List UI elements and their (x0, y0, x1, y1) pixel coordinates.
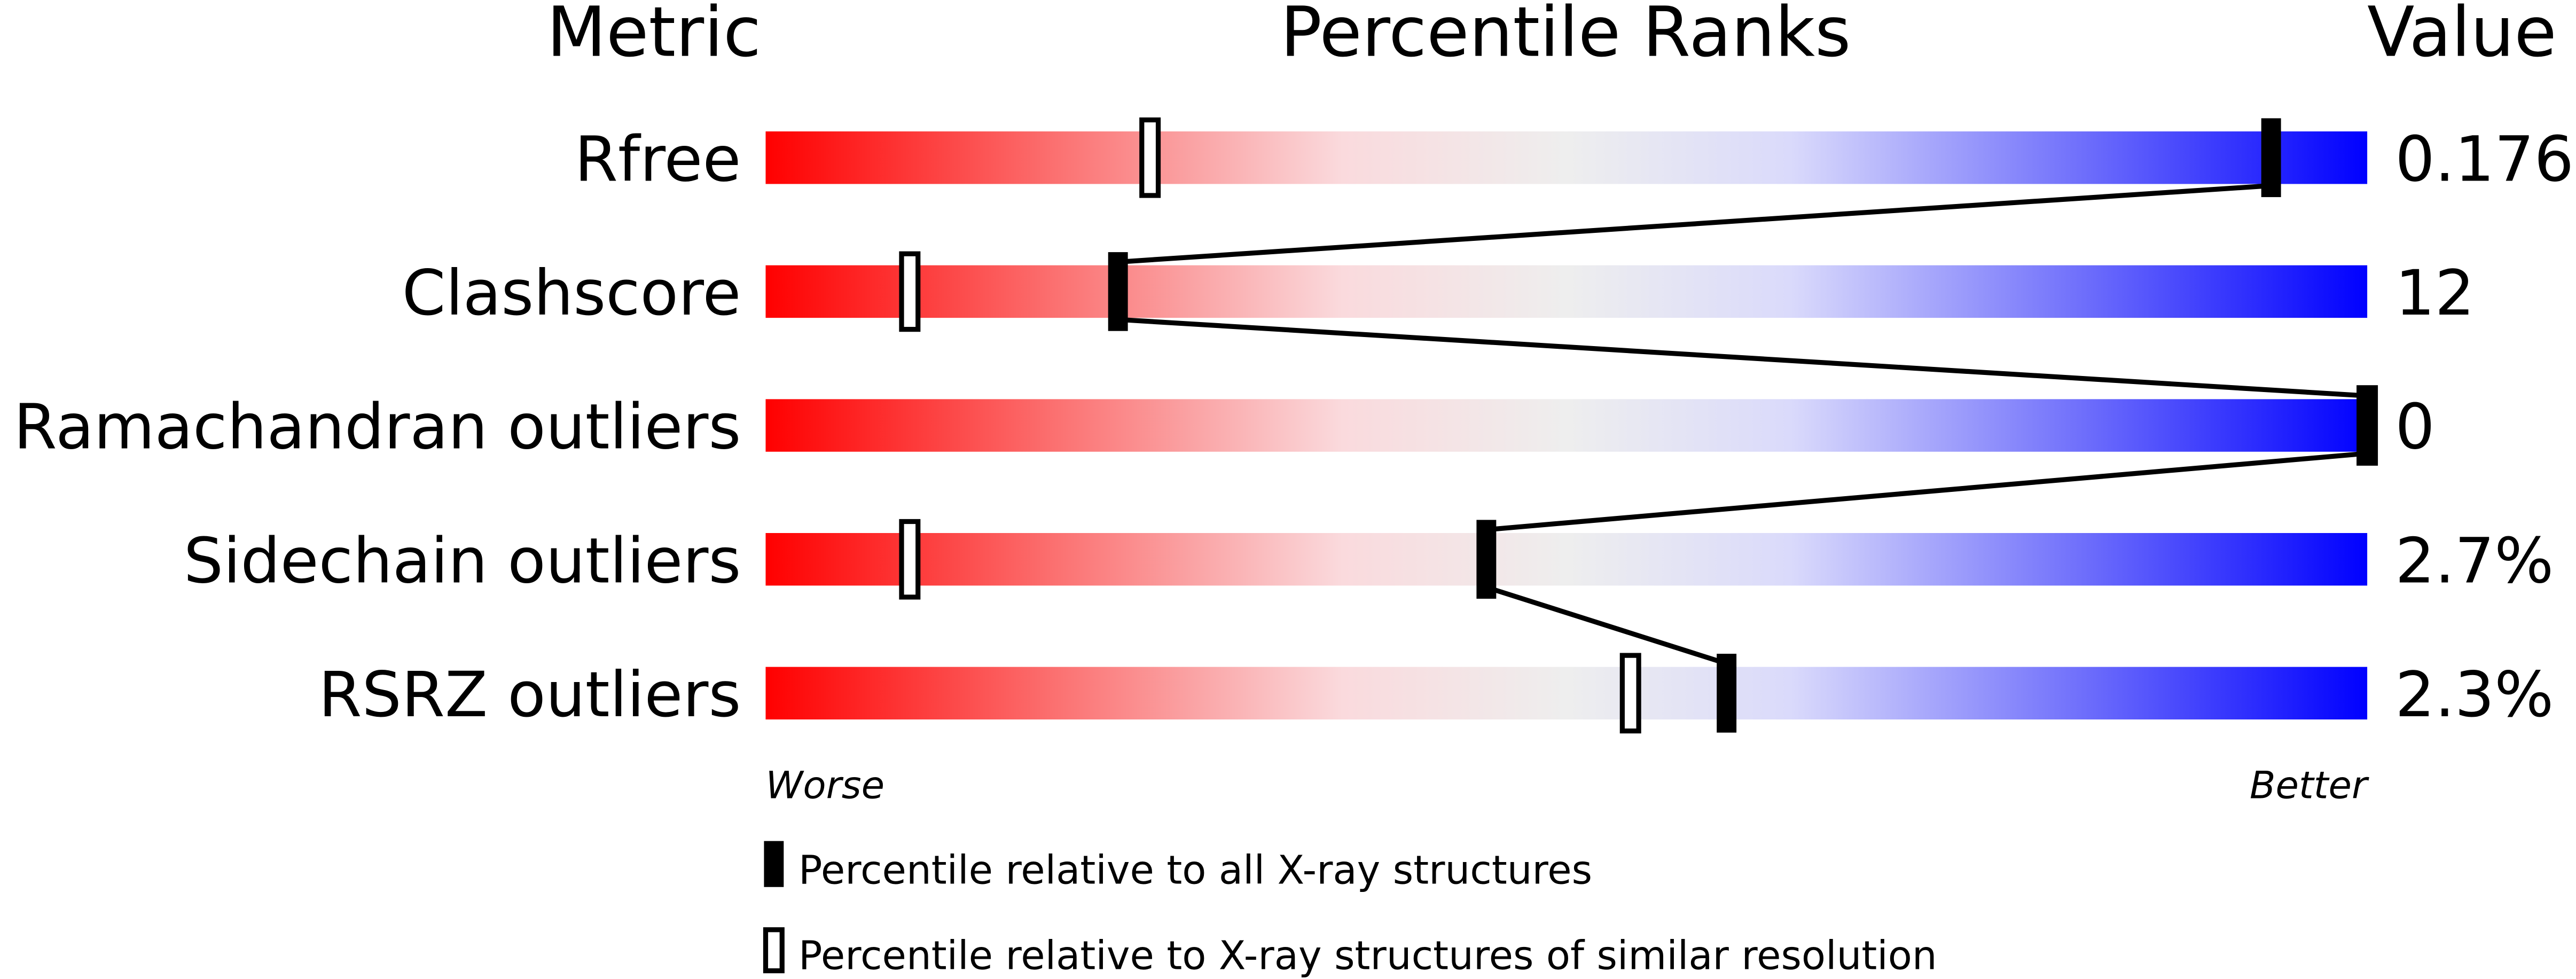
similar-resolution-marker (1139, 117, 1161, 198)
percentile-bar (765, 399, 2368, 452)
metric-value: 2.7% (2395, 524, 2554, 597)
worse-label: Worse (765, 763, 884, 808)
metric-value: 0 (2395, 391, 2434, 464)
percentile-bar (765, 131, 2368, 184)
better-label: Better (2250, 763, 2369, 808)
marker-connector-line (1486, 451, 2368, 532)
metric-label: RSRZ outliers (318, 659, 741, 731)
metric-label: Ramachandran outliers (13, 391, 741, 464)
percentile-bar (765, 667, 2368, 720)
all-structures-marker (1476, 520, 1497, 599)
legend-filled-marker-icon (764, 841, 784, 887)
similar-resolution-marker (899, 519, 921, 600)
percentile-bar (765, 533, 2368, 586)
similar-resolution-marker (1619, 653, 1641, 734)
percentile-bar (765, 265, 2368, 318)
metric-label: Sidechain outliers (184, 524, 741, 597)
legend-open-marker-icon (763, 927, 785, 974)
metric-row: Clashscore 12 (402, 257, 2475, 330)
marker-connector-line (1485, 585, 1728, 666)
metric-value: 12 (2395, 257, 2475, 330)
metric-value: 0.176 (2395, 123, 2574, 195)
legend-similar-label: Percentile relative to X-ray structures … (798, 933, 1937, 979)
metric-row: Sidechain outliers 2.7% (184, 524, 2554, 597)
marker-connector-line (1117, 183, 2272, 265)
metric-label: Rfree (575, 123, 741, 195)
metric-label: Clashscore (402, 257, 741, 330)
metric-row: RSRZ outliers 2.3% (318, 659, 2554, 731)
metric-row: Rfree 0.176 (575, 123, 2574, 195)
header-percentile-ranks: Percentile Ranks (1280, 0, 1851, 73)
marker-connector-line (1117, 317, 2368, 398)
header-value: Value (2367, 0, 2557, 73)
all-structures-marker (1108, 252, 1128, 331)
all-structures-marker (2357, 386, 2377, 465)
header-metric: Metric (547, 0, 762, 73)
similar-resolution-marker (899, 251, 921, 332)
metric-value: 2.3% (2395, 659, 2554, 731)
metric-row: Ramachandran outliers 0 (13, 391, 2434, 464)
legend-all-label: Percentile relative to all X-ray structu… (798, 848, 1592, 894)
all-structures-marker (2261, 118, 2281, 198)
all-structures-marker (1717, 654, 1737, 733)
